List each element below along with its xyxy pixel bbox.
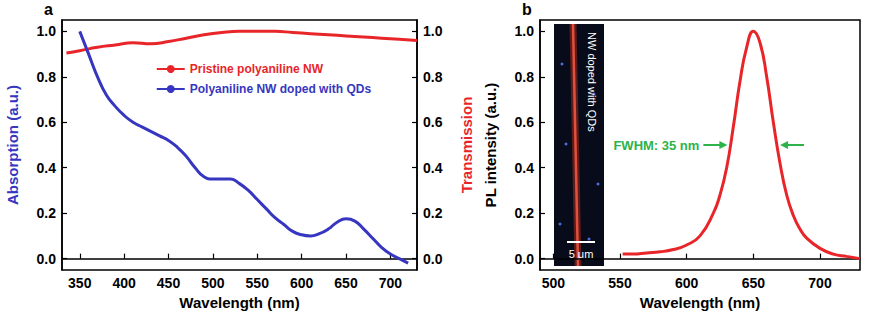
svg-text:0.8: 0.8 bbox=[423, 69, 443, 85]
svg-text:FWHM: 35 nm: FWHM: 35 nm bbox=[613, 138, 699, 153]
svg-text:1.0: 1.0 bbox=[515, 23, 535, 39]
svg-text:500: 500 bbox=[542, 275, 566, 291]
svg-text:0.4: 0.4 bbox=[515, 160, 535, 176]
svg-text:1.0: 1.0 bbox=[37, 23, 57, 39]
svg-text:1.0: 1.0 bbox=[423, 23, 443, 39]
svg-text:0.8: 0.8 bbox=[37, 69, 57, 85]
svg-text:0.0: 0.0 bbox=[37, 251, 57, 267]
svg-text:700: 700 bbox=[808, 275, 832, 291]
svg-text:550: 550 bbox=[608, 275, 632, 291]
svg-text:0.8: 0.8 bbox=[515, 69, 535, 85]
svg-text:Absorption (a.u.): Absorption (a.u.) bbox=[4, 85, 21, 205]
svg-text:400: 400 bbox=[112, 275, 136, 291]
svg-text:650: 650 bbox=[334, 275, 358, 291]
svg-text:0.6: 0.6 bbox=[515, 114, 535, 130]
svg-text:0.2: 0.2 bbox=[515, 205, 535, 221]
svg-text:Polyaniline NW doped with QDs: Polyaniline NW doped with QDs bbox=[190, 82, 372, 96]
svg-text:0.2: 0.2 bbox=[423, 205, 443, 221]
svg-text:0.4: 0.4 bbox=[37, 160, 57, 176]
svg-text:b: b bbox=[522, 1, 532, 18]
svg-text:0.0: 0.0 bbox=[423, 251, 443, 267]
svg-text:a: a bbox=[44, 1, 53, 18]
svg-text:0.0: 0.0 bbox=[515, 251, 535, 267]
svg-text:600: 600 bbox=[290, 275, 314, 291]
svg-text:600: 600 bbox=[675, 275, 699, 291]
svg-text:0.2: 0.2 bbox=[37, 205, 57, 221]
svg-text:350: 350 bbox=[68, 275, 92, 291]
svg-text:0.6: 0.6 bbox=[37, 114, 57, 130]
svg-text:0.6: 0.6 bbox=[423, 114, 443, 130]
svg-text:Wavelength (nm): Wavelength (nm) bbox=[640, 294, 760, 311]
svg-text:700: 700 bbox=[379, 275, 403, 291]
svg-text:PL intensity (a.u.): PL intensity (a.u.) bbox=[482, 83, 499, 208]
svg-text:Pristine polyaniline NW: Pristine polyaniline NW bbox=[190, 62, 324, 76]
svg-text:650: 650 bbox=[742, 275, 766, 291]
svg-text:NW doped with QDs: NW doped with QDs bbox=[586, 32, 598, 132]
svg-text:5 μm: 5 μm bbox=[569, 248, 594, 260]
svg-text:450: 450 bbox=[157, 275, 181, 291]
svg-text:500: 500 bbox=[201, 275, 225, 291]
svg-text:Wavelength (nm): Wavelength (nm) bbox=[179, 294, 299, 311]
svg-text:0.4: 0.4 bbox=[423, 160, 443, 176]
svg-text:550: 550 bbox=[246, 275, 270, 291]
svg-text:Transmission: Transmission bbox=[458, 97, 475, 194]
